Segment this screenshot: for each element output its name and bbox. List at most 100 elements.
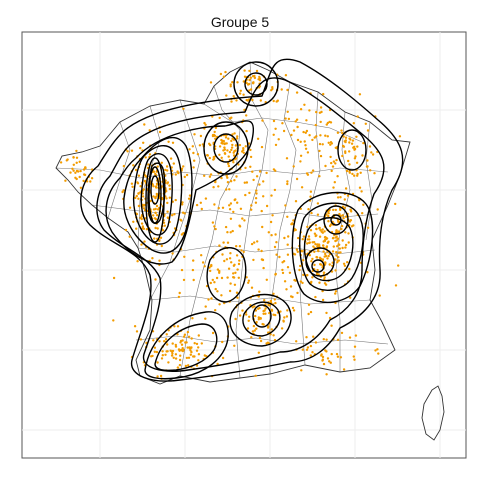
observation-point	[306, 151, 310, 154]
observation-point	[356, 115, 359, 118]
observation-point	[334, 208, 337, 212]
observation-point	[307, 208, 310, 211]
observation-point	[203, 121, 206, 125]
density-contour	[147, 162, 166, 225]
observation-point	[204, 123, 207, 127]
density-contour	[233, 61, 279, 107]
observation-point	[329, 361, 332, 364]
observation-point	[231, 81, 234, 84]
observation-point	[228, 117, 232, 120]
observation-point	[314, 341, 318, 344]
observation-point	[353, 145, 356, 149]
observation-point	[280, 88, 283, 91]
observation-point	[305, 129, 309, 133]
observation-point	[131, 185, 134, 188]
observation-point	[352, 355, 355, 358]
observation-point	[301, 250, 304, 253]
observation-point	[220, 276, 224, 280]
observation-point	[373, 172, 376, 175]
observation-point	[327, 214, 330, 218]
observation-point	[321, 228, 324, 231]
observation-point	[212, 186, 215, 189]
observation-point	[360, 190, 363, 193]
observation-point	[269, 220, 273, 224]
observation-point	[249, 88, 253, 91]
observation-point	[309, 354, 312, 357]
observation-point	[336, 131, 340, 134]
observation-point	[353, 174, 356, 177]
observation-point	[188, 194, 192, 197]
observation-point	[253, 76, 257, 80]
observation-point	[311, 241, 314, 244]
observation-point	[264, 307, 267, 310]
observation-point	[221, 253, 224, 256]
observation-point	[323, 282, 327, 285]
observation-point	[279, 310, 282, 313]
observation-point	[353, 147, 357, 151]
observation-point	[182, 278, 186, 282]
observation-point	[231, 143, 234, 147]
observation-point	[260, 145, 264, 149]
observation-point	[228, 204, 231, 207]
observation-point	[234, 317, 237, 321]
observation-point	[158, 130, 162, 134]
observation-point	[122, 164, 126, 168]
observation-point	[211, 331, 215, 335]
observation-point	[362, 141, 365, 145]
observation-point	[192, 166, 195, 169]
observation-point	[336, 245, 339, 248]
observation-point	[262, 266, 265, 270]
density-contour	[305, 247, 335, 277]
observation-point	[176, 325, 180, 328]
observation-point	[216, 362, 219, 366]
observation-point	[232, 276, 235, 279]
observation-point	[191, 145, 194, 148]
observation-point	[281, 122, 284, 125]
observation-point	[228, 208, 232, 211]
observation-point	[314, 123, 317, 127]
observation-point	[347, 159, 350, 163]
observation-point	[183, 175, 186, 179]
observation-point	[255, 327, 258, 330]
observation-point	[299, 154, 303, 157]
observation-point	[315, 135, 318, 138]
observation-point	[148, 153, 152, 156]
observation-point	[323, 255, 326, 258]
observation-point	[208, 142, 211, 145]
observation-point	[339, 196, 342, 199]
observation-point	[245, 98, 248, 102]
observation-point	[243, 75, 247, 78]
observation-point	[359, 171, 362, 174]
observation-point	[351, 139, 355, 142]
observation-point	[197, 334, 200, 337]
observation-point	[165, 197, 168, 200]
observation-point	[245, 114, 248, 117]
observation-point	[272, 313, 275, 316]
observation-point	[344, 150, 347, 153]
observation-point	[132, 220, 135, 223]
observation-point	[299, 280, 303, 283]
observation-point	[78, 160, 81, 163]
observation-point	[332, 186, 335, 189]
observation-point	[139, 338, 143, 341]
observation-point	[292, 165, 295, 168]
observation-point	[335, 254, 338, 257]
observation-point	[203, 174, 206, 177]
observation-point	[230, 100, 233, 103]
observation-point	[340, 331, 344, 335]
observation-point	[292, 129, 296, 132]
observation-point	[242, 250, 245, 254]
observation-point	[323, 230, 326, 233]
observation-point	[208, 175, 212, 178]
observation-point	[236, 268, 239, 271]
observation-point	[341, 205, 345, 208]
observation-point	[307, 235, 311, 238]
observation-point	[174, 357, 178, 360]
observation-point	[252, 82, 255, 85]
observation-point	[285, 157, 289, 160]
observation-point	[223, 146, 226, 149]
observation-point	[156, 361, 159, 364]
observation-point	[354, 155, 357, 158]
observation-point	[328, 263, 331, 266]
observation-point	[209, 269, 212, 273]
